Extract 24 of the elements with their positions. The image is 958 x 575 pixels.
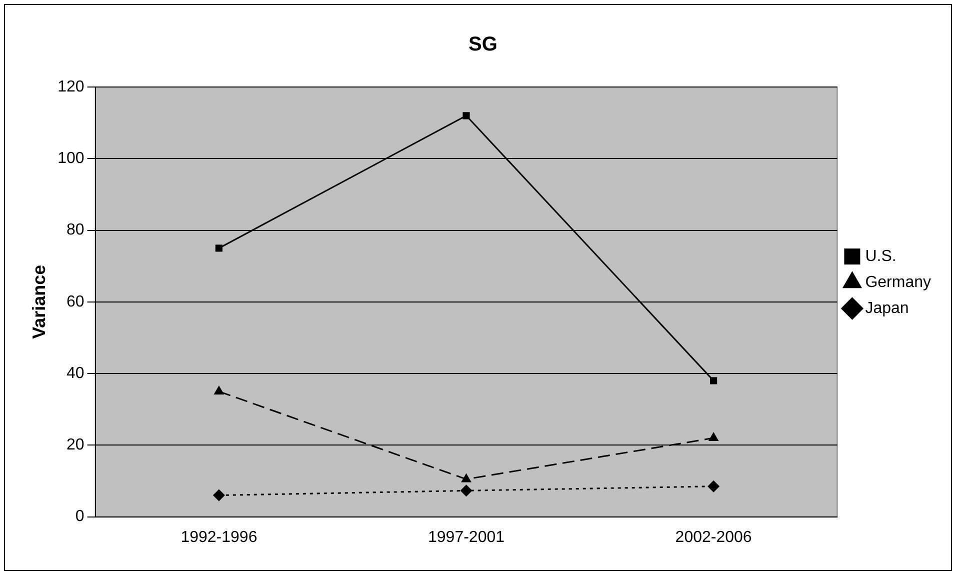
- point: [215, 244, 222, 252]
- point: [460, 484, 472, 497]
- y-tick-label: 0: [75, 508, 84, 526]
- chart-title: SG: [468, 34, 498, 56]
- y-tick-label: 120: [58, 78, 84, 96]
- x-tick-label: 1992-1996: [180, 528, 258, 546]
- y-tick-label: 80: [66, 222, 84, 239]
- y-tick-label: 100: [58, 150, 84, 168]
- point: [214, 385, 224, 394]
- y-axis-title: Variance: [28, 264, 49, 339]
- legend-label: Germany: [865, 274, 931, 291]
- x-tick-label: 1997-2001: [428, 528, 505, 546]
- point: [462, 112, 470, 120]
- point: [708, 432, 719, 442]
- legend-label: U.S.: [865, 248, 896, 265]
- point: [461, 473, 472, 482]
- point: [708, 480, 720, 492]
- y-tick-label: 60: [66, 293, 84, 310]
- point: [212, 489, 225, 502]
- y-tick-label: 40: [66, 364, 84, 382]
- point: [710, 377, 718, 384]
- legend-label: Japan: [865, 300, 909, 317]
- x-tick-label: 2002-2006: [675, 528, 752, 546]
- y-tick-label: 20: [66, 436, 84, 454]
